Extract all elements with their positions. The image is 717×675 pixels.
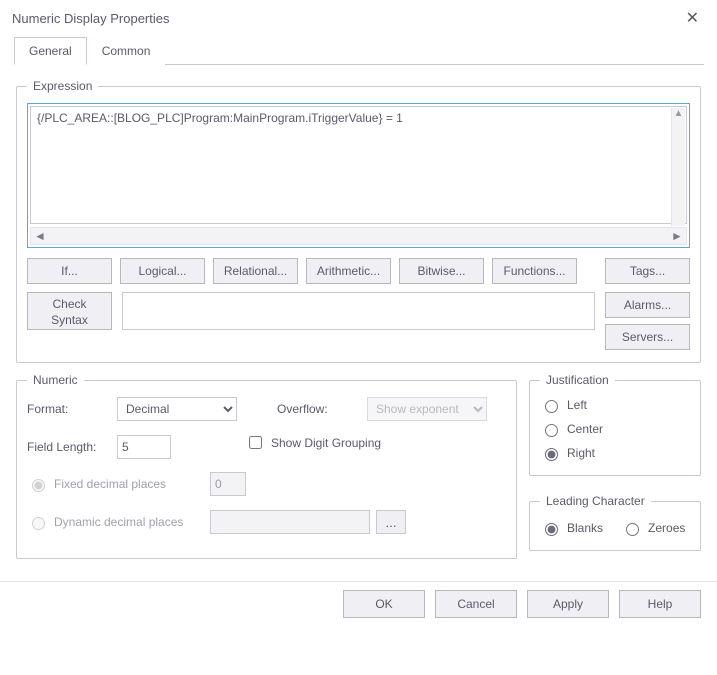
alarms-button[interactable]: Alarms... — [605, 292, 690, 318]
lower-columns: Numeric Format: Decimal Overflow: Show e… — [16, 373, 701, 569]
tab-common[interactable]: Common — [87, 37, 166, 65]
leading-character-group: Leading Character Blanks Zeroes — [529, 494, 701, 551]
show-digit-grouping-checkbox[interactable] — [249, 436, 262, 449]
dialog-button-bar: OK Cancel Apply Help — [0, 581, 717, 618]
fixed-decimal-label: Fixed decimal places — [54, 477, 204, 491]
leading-blanks-radio[interactable] — [545, 523, 558, 536]
expression-group: Expression ▲ ◄ ► If... Logical... Relati… — [16, 79, 701, 363]
scroll-left-icon[interactable]: ◄ — [31, 229, 49, 243]
dynamic-decimal-row: Dynamic decimal places ... — [27, 510, 506, 534]
logical-button[interactable]: Logical... — [120, 258, 205, 284]
numeric-group: Numeric Format: Decimal Overflow: Show e… — [16, 373, 517, 559]
scroll-right-icon[interactable]: ► — [668, 229, 686, 243]
justify-left-radio[interactable] — [545, 400, 558, 413]
window-title: Numeric Display Properties — [12, 11, 170, 26]
expression-legend: Expression — [27, 79, 98, 93]
titlebar: Numeric Display Properties ✕ — [0, 0, 717, 36]
expression-button-row: If... Logical... Relational... Arithmeti… — [27, 258, 690, 284]
justify-center-label: Center — [567, 422, 603, 436]
justify-right-radio[interactable] — [545, 448, 558, 461]
dynamic-decimal-input — [210, 510, 370, 534]
numeric-legend: Numeric — [27, 373, 84, 387]
relational-button[interactable]: Relational... — [213, 258, 298, 284]
leading-zeroes-radio[interactable] — [626, 523, 639, 536]
show-digit-grouping-label: Show Digit Grouping — [271, 436, 381, 450]
tab-strip: General Common — [14, 36, 704, 65]
justify-left-label: Left — [567, 398, 587, 412]
justification-group: Justification Left Center Right — [529, 373, 701, 476]
syntax-row: Check Syntax Alarms... Servers... — [27, 292, 690, 350]
if-button[interactable]: If... — [27, 258, 112, 284]
syntax-result-field — [122, 292, 595, 330]
help-button[interactable]: Help — [619, 590, 701, 618]
ok-button[interactable]: OK — [343, 590, 425, 618]
fixed-decimal-row: Fixed decimal places — [27, 472, 506, 496]
justify-center-radio[interactable] — [545, 424, 558, 437]
scroll-up-icon[interactable]: ▲ — [672, 108, 685, 124]
horizontal-scrollbar[interactable]: ◄ ► — [30, 227, 687, 245]
leading-legend: Leading Character — [540, 494, 651, 508]
justification-legend: Justification — [540, 373, 615, 387]
expression-textarea[interactable] — [30, 106, 687, 224]
vertical-scrollbar[interactable]: ▲ — [671, 108, 685, 226]
tab-content-general: Expression ▲ ◄ ► If... Logical... Relati… — [0, 65, 717, 577]
dialog-window: Numeric Display Properties ✕ General Com… — [0, 0, 717, 675]
bitwise-button[interactable]: Bitwise... — [399, 258, 484, 284]
format-label: Format: — [27, 402, 109, 416]
arithmetic-button[interactable]: Arithmetic... — [306, 258, 391, 284]
tags-button[interactable]: Tags... — [605, 258, 690, 284]
show-digit-grouping-row: Show Digit Grouping — [245, 433, 381, 452]
leading-zeroes-label: Zeroes — [648, 521, 685, 535]
overflow-label: Overflow: — [277, 402, 359, 416]
dynamic-decimal-browse-button[interactable]: ... — [376, 510, 406, 534]
fixed-decimal-radio — [32, 479, 45, 492]
leading-blanks-label: Blanks — [567, 521, 603, 535]
check-syntax-button[interactable]: Check Syntax — [27, 292, 112, 330]
functions-button[interactable]: Functions... — [492, 258, 577, 284]
overflow-select: Show exponent — [367, 397, 487, 421]
dynamic-decimal-label: Dynamic decimal places — [54, 515, 204, 529]
tab-general[interactable]: General — [14, 37, 87, 65]
field-length-input[interactable] — [117, 435, 171, 459]
dynamic-decimal-radio — [32, 517, 45, 530]
justify-right-label: Right — [567, 446, 595, 460]
expression-frame: ▲ ◄ ► — [27, 103, 690, 248]
fixed-decimal-value — [210, 472, 246, 496]
field-length-label: Field Length: — [27, 440, 109, 454]
cancel-button[interactable]: Cancel — [435, 590, 517, 618]
apply-button[interactable]: Apply — [527, 590, 609, 618]
close-icon[interactable]: ✕ — [680, 6, 705, 30]
servers-button[interactable]: Servers... — [605, 324, 690, 350]
format-select[interactable]: Decimal — [117, 397, 237, 421]
